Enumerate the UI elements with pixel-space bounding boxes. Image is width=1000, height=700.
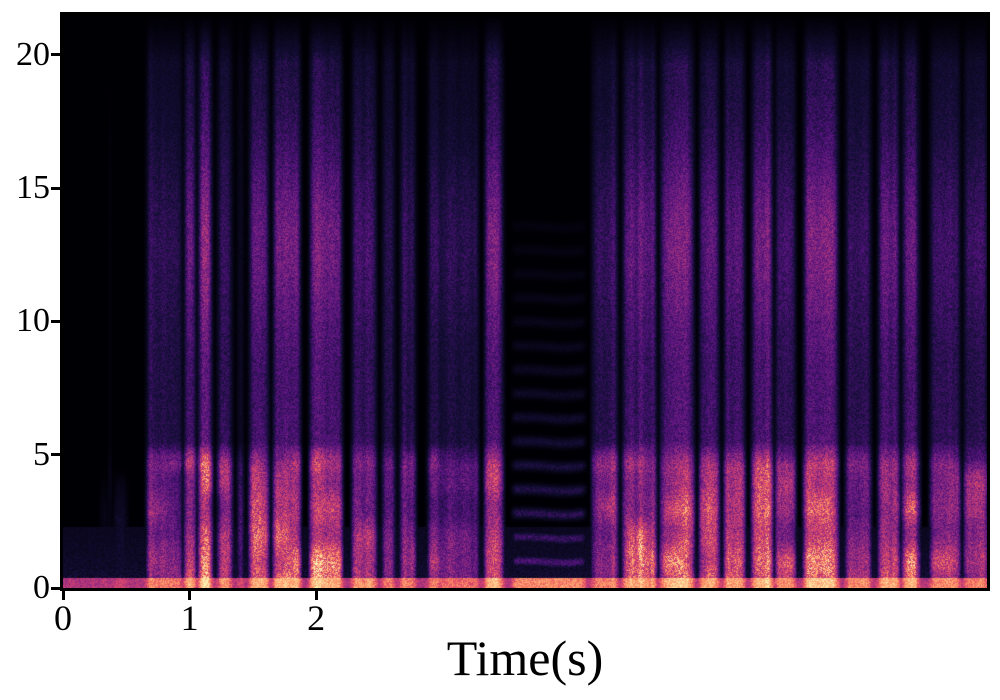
x-axis-label: Time(s) [446, 630, 604, 686]
x-tick-mark [314, 591, 318, 600]
y-tick-label: 15 [16, 169, 50, 207]
y-tick-mark [51, 319, 60, 323]
x-tick-label: 0 [54, 598, 72, 638]
x-tick-label: 1 [180, 598, 199, 638]
plot-frame [60, 12, 990, 591]
y-tick-mark [51, 186, 60, 190]
y-tick-mark [51, 453, 60, 457]
y-tick-label: 10 [16, 302, 50, 340]
y-tick-label: 5 [33, 435, 50, 473]
y-tick-mark [51, 586, 60, 590]
y-tick-label: 20 [16, 35, 50, 73]
x-tick-mark [61, 591, 65, 600]
x-tick-label: 2 [307, 598, 326, 638]
spectrogram-canvas [63, 15, 987, 588]
x-tick-mark [188, 591, 192, 600]
y-tick-label: 0 [33, 569, 50, 606]
y-tick-mark [51, 53, 60, 57]
